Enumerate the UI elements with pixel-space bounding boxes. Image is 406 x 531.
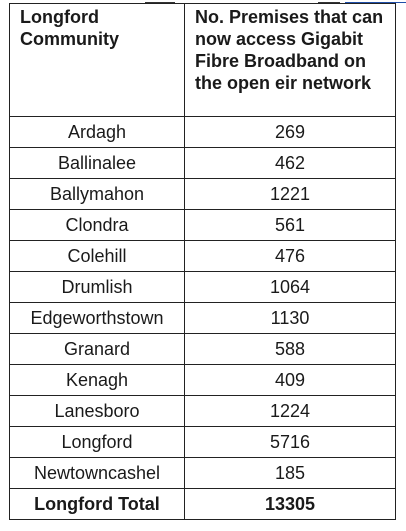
table-row: Ardagh 269 [9, 116, 396, 148]
table-row: Ballinalee 462 [9, 147, 396, 179]
premises-cell: 269 [184, 116, 396, 148]
table-row: Colehill 476 [9, 240, 396, 272]
premises-cell: 5716 [184, 426, 396, 458]
community-cell: Granard [9, 333, 185, 365]
community-cell: Ardagh [9, 116, 185, 148]
premises-cell: 561 [184, 209, 396, 241]
table-row: Longford 5716 [9, 426, 396, 458]
community-cell: Colehill [9, 240, 185, 272]
premises-cell: 1224 [184, 395, 396, 427]
table-row: Edgeworthstown 1130 [9, 302, 396, 334]
premises-cell: 1221 [184, 178, 396, 210]
community-cell: Lanesboro [9, 395, 185, 427]
community-cell: Drumlish [9, 271, 185, 303]
community-cell: Edgeworthstown [9, 302, 185, 334]
table-row: Newtowncashel 185 [9, 457, 396, 489]
premises-cell: 476 [184, 240, 396, 272]
table-row: Ballymahon 1221 [9, 178, 396, 210]
community-cell: Longford [9, 426, 185, 458]
header-community: Longford Community [9, 3, 185, 117]
community-cell: Ballinalee [9, 147, 185, 179]
community-cell: Ballymahon [9, 178, 185, 210]
table-header-row: Longford Community No. Premises that can… [9, 3, 396, 117]
community-cell: Kenagh [9, 364, 185, 396]
premises-cell: 185 [184, 457, 396, 489]
community-cell: Newtowncashel [9, 457, 185, 489]
table-row: Kenagh 409 [9, 364, 396, 396]
total-label: Longford Total [9, 488, 185, 520]
premises-cell: 588 [184, 333, 396, 365]
table-row: Granard 588 [9, 333, 396, 365]
community-cell: Clondra [9, 209, 185, 241]
table-row: Clondra 561 [9, 209, 396, 241]
table-row: Drumlish 1064 [9, 271, 396, 303]
header-premises: No. Premises that can now access Gigabit… [184, 3, 396, 117]
table-row: Lanesboro 1224 [9, 395, 396, 427]
premises-table: Longford Community No. Premises that can… [9, 3, 396, 520]
premises-cell: 462 [184, 147, 396, 179]
total-value: 13305 [184, 488, 396, 520]
premises-cell: 409 [184, 364, 396, 396]
premises-cell: 1064 [184, 271, 396, 303]
total-row: Longford Total 13305 [9, 488, 396, 520]
premises-cell: 1130 [184, 302, 396, 334]
